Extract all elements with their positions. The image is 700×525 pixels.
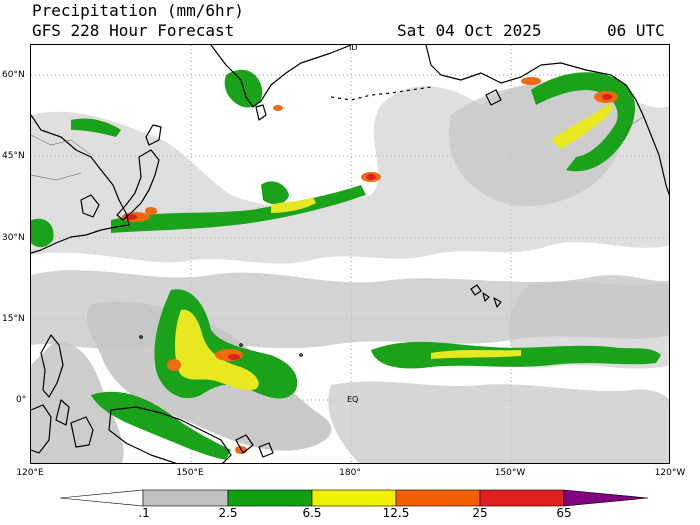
lon-label-150w: 150°W — [494, 468, 526, 478]
colorbar-segment-5 — [479, 489, 565, 507]
lat-label-45n: 45°N — [2, 151, 25, 161]
lon-label-120e: 120°E — [16, 468, 44, 478]
coastlines — [31, 45, 669, 463]
colorbar-segment-3 — [311, 489, 397, 507]
lon-label-180: 180° — [339, 468, 361, 478]
lat-label-30n: 30°N — [2, 233, 25, 243]
precip-intense — [122, 77, 618, 454]
map-canvas — [31, 45, 669, 463]
forecast-label: GFS 228 Hour Forecast — [32, 21, 235, 40]
colorbar-label-4: 25 — [472, 506, 488, 520]
dateline-tag: ID — [349, 44, 358, 52]
colorbar-label-1: 2.5 — [218, 506, 238, 520]
forecast-time: 06 UTC — [607, 21, 665, 40]
equator-tag: EQ — [347, 395, 359, 404]
lat-label-15n: 15°N — [2, 314, 25, 324]
borders — [31, 116, 644, 181]
lat-label-eq: 0° — [16, 395, 27, 405]
colorbar-segment-6 — [563, 489, 649, 507]
colorbar-label-5: 65 — [556, 506, 572, 520]
precip-colorbar — [59, 489, 649, 507]
colorbar-segment-1 — [142, 489, 229, 507]
precip-heavy — [175, 103, 613, 391]
forecast-date: Sat 04 Oct 2025 — [397, 21, 542, 40]
colorbar-segment-0 — [59, 489, 144, 507]
map-title: Precipitation (mm/6hr) — [32, 1, 244, 20]
lat-label-60n: 60°N — [2, 70, 25, 80]
colorbar-label-2: 6.5 — [302, 506, 322, 520]
colorbar-label-0: .1 — [138, 506, 150, 520]
colorbar-segment-4 — [395, 489, 481, 507]
precipitation-map: ID EQ — [30, 44, 670, 464]
colorbar-segment-2 — [227, 489, 313, 507]
lon-label-150e: 150°E — [176, 468, 204, 478]
lon-label-120w: 120°W — [654, 468, 686, 478]
colorbar-label-3: 12.5 — [382, 506, 410, 520]
